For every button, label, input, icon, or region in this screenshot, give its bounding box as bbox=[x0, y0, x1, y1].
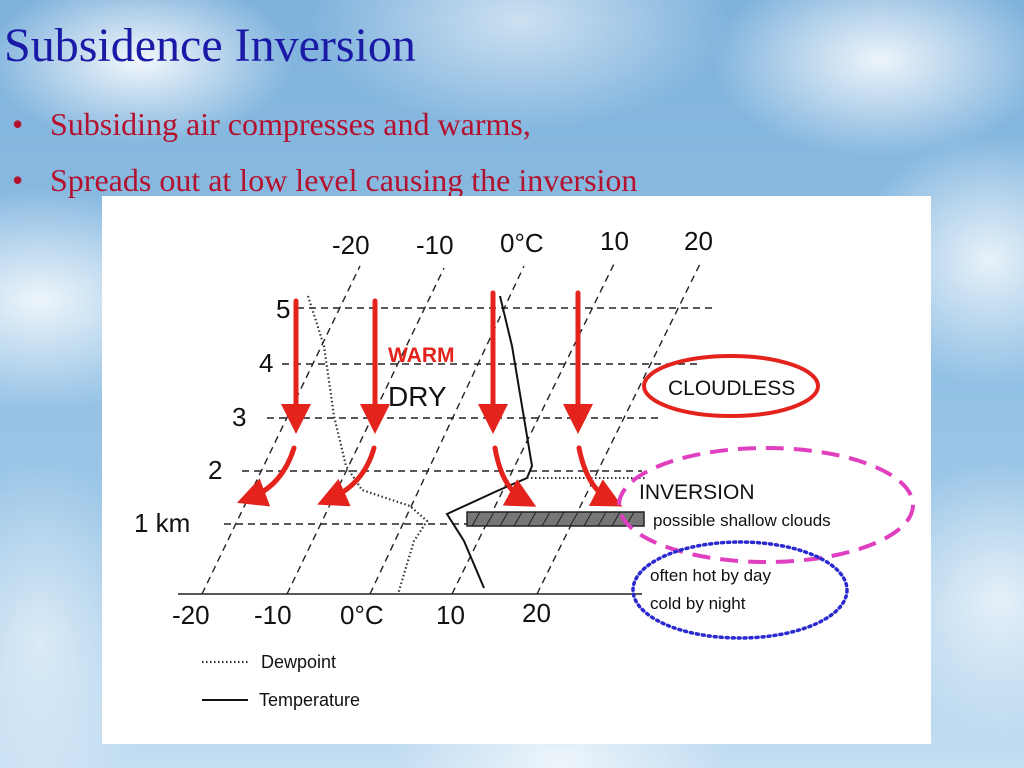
spread-arrow-1[interactable] bbox=[236, 445, 297, 507]
bullet-list: • Subsiding air compresses and warms, • Sp… bbox=[12, 108, 637, 220]
top-tick-label: 20 bbox=[684, 226, 713, 256]
dewpoint-profile bbox=[306, 295, 429, 595]
bottom-tick-label: 20 bbox=[522, 598, 551, 628]
cloudless-circle bbox=[642, 354, 820, 418]
height-label: 1 km bbox=[134, 508, 190, 538]
isotherm-0 bbox=[369, 265, 525, 595]
shallow-clouds-label: possible shallow clouds bbox=[653, 511, 831, 530]
legend-temperature-label: Temperature bbox=[259, 690, 360, 710]
warm-label: WARM bbox=[388, 344, 455, 367]
cold-by-night-label: cold by night bbox=[650, 594, 746, 613]
hot-cold-ellipse bbox=[631, 540, 849, 640]
top-tick-label: -10 bbox=[416, 230, 454, 260]
height-label: 2 bbox=[208, 455, 222, 485]
bottom-tick-label: 0°C bbox=[340, 600, 384, 630]
height-labels: 5 4 3 2 1 km bbox=[134, 294, 290, 538]
inversion-label: INVERSION bbox=[639, 481, 755, 504]
legend: Dewpoint Temperature bbox=[202, 652, 360, 710]
cloud-band-hatching bbox=[471, 511, 635, 527]
bullet-item: • Subsiding air compresses and warms, bbox=[12, 108, 637, 140]
bullet-text: Subsiding air compresses and warms, bbox=[50, 106, 531, 142]
spread-arrow-3[interactable] bbox=[492, 445, 537, 507]
shallow-cloud-band bbox=[466, 511, 645, 527]
dry-label: DRY bbox=[388, 381, 447, 412]
isotherm-10 bbox=[451, 263, 615, 595]
height-label: 3 bbox=[232, 402, 246, 432]
spread-arrow-4[interactable] bbox=[576, 445, 623, 507]
inversion-ellipse bbox=[617, 446, 915, 564]
bullet-text: Spreads out at low level causing the inv… bbox=[50, 162, 638, 198]
isotherm-minus10 bbox=[286, 267, 445, 595]
spread-arrow-2[interactable] bbox=[317, 445, 377, 507]
diagram-svg: -20 -10 0°C 10 20 5 4 3 2 1 km -20 -10 0… bbox=[134, 226, 915, 710]
height-label: 4 bbox=[259, 348, 273, 378]
height-label: 5 bbox=[276, 294, 290, 324]
top-tick-label: 0°C bbox=[500, 228, 544, 258]
bullet-item: • Spreads out at low level causing the in… bbox=[12, 164, 637, 196]
bottom-tick-label: 10 bbox=[436, 600, 465, 630]
cloudless-label: CLOUDLESS bbox=[668, 377, 795, 400]
bottom-tick-label: -10 bbox=[254, 600, 292, 630]
bottom-axis-labels: -20 -10 0°C 10 20 bbox=[172, 598, 551, 630]
top-tick-label: 10 bbox=[600, 226, 629, 256]
slide-title: Subsidence Inversion bbox=[4, 19, 416, 72]
hot-by-day-label: often hot by day bbox=[650, 566, 771, 585]
bullet-dot: • bbox=[12, 162, 24, 198]
legend-dewpoint-label: Dewpoint bbox=[261, 652, 336, 672]
top-axis-labels: -20 -10 0°C 10 20 bbox=[332, 226, 713, 260]
inversion-diagram: -20 -10 0°C 10 20 5 4 3 2 1 km -20 -10 0… bbox=[102, 196, 931, 744]
top-tick-label: -20 bbox=[332, 230, 370, 260]
isotherm-20 bbox=[536, 263, 701, 595]
subsidence-arrows bbox=[236, 290, 623, 507]
bullet-dot: • bbox=[12, 106, 24, 142]
bottom-tick-label: -20 bbox=[172, 600, 210, 630]
